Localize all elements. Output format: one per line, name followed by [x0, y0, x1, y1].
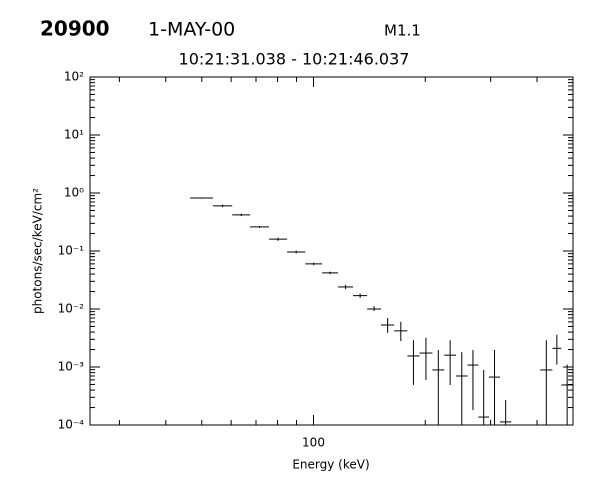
x-tick-label: 100: [302, 436, 325, 450]
y-tick-label: 10⁻¹: [58, 244, 85, 258]
flare-class: M1.1: [384, 22, 421, 40]
data-area: [190, 197, 573, 425]
y-tick-label: 10²: [64, 70, 84, 84]
plot-frame: [89, 76, 574, 426]
x-axis-label: Energy (keV): [292, 458, 369, 472]
flare-id: 20900: [40, 17, 110, 41]
y-tick-label: 10¹: [64, 128, 84, 142]
y-tick-label: 10⁻³: [58, 360, 85, 374]
y-tick-label: 10⁻⁴: [58, 418, 85, 432]
y-tick-label: 10⁰: [64, 186, 84, 200]
y-axis-label: photons/sec/keV/cm²: [31, 188, 45, 314]
time-range: 10:21:31.038 - 10:21:46.037: [179, 50, 410, 69]
date: 1-MAY-00: [148, 19, 235, 41]
y-tick-label: 10⁻²: [58, 302, 85, 316]
